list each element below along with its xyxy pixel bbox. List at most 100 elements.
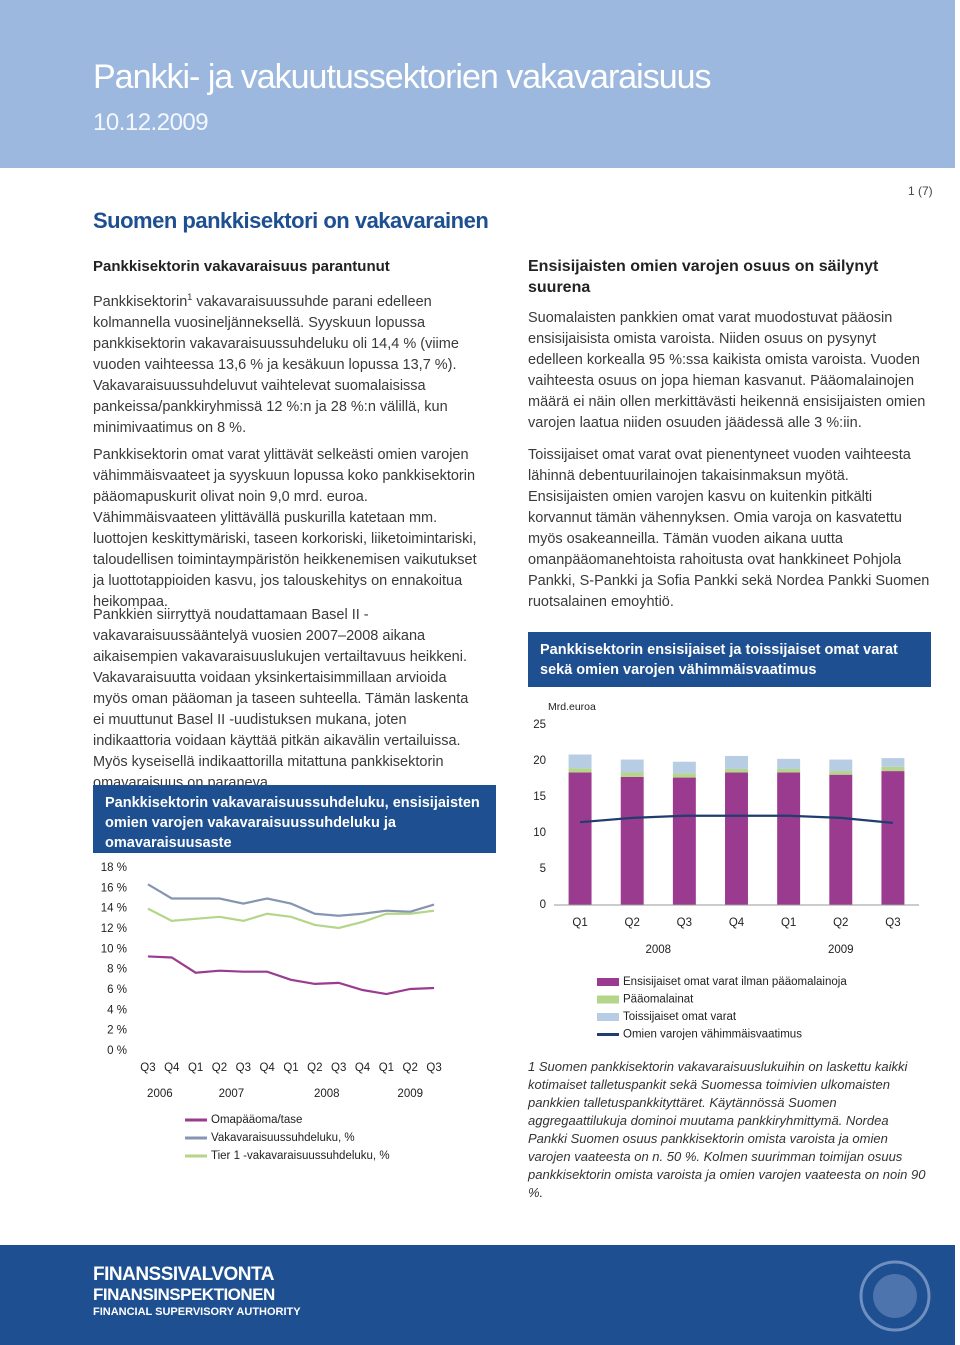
footer-logo-text: FINANCIAL SUPERVISORY AUTHORITY <box>93 1306 301 1318</box>
line-series <box>147 907 435 930</box>
y-tick-label: 15 <box>533 791 546 803</box>
footer-band <box>0 1245 955 1345</box>
bar-segment <box>568 754 592 769</box>
x-tick-label: Q3 <box>677 917 692 929</box>
x-tick-label: Q2 <box>833 917 848 929</box>
x-tick-label: Q1 <box>379 1062 394 1074</box>
x-tick-label: Q3 <box>140 1062 155 1074</box>
legend-label: Ensisijaiset omat varat ilman pääomalain… <box>623 976 847 988</box>
heading: Ensisijaisten omien varojen osuus on säi… <box>528 258 879 296</box>
x-tick-label: Q3 <box>885 917 900 929</box>
bar-segment <box>725 772 748 905</box>
y-tick-label: 14 % <box>101 903 127 915</box>
paragraph: Toissijaiset omat varat ovat pienentynee… <box>528 447 930 610</box>
bar-segment <box>777 768 801 773</box>
legend-label: Vakavaraisuussuhdeluku, % <box>211 1132 355 1144</box>
x-group-label: 2006 <box>147 1088 173 1100</box>
bar-segment <box>672 777 696 905</box>
legend-label: Toissijaiset omat varat <box>623 1011 737 1023</box>
legend-label: Pääomalainat <box>623 994 694 1006</box>
paragraph: Suomalaisten pankkien omat varat muodost… <box>528 310 926 431</box>
bar-segment <box>777 772 801 905</box>
legend-label: Omapääoma/tase <box>211 1114 302 1126</box>
x-tick-label: Q1 <box>188 1062 203 1074</box>
y-tick-label: 0 % <box>107 1045 127 1057</box>
paragraph: Pankkien siirryttyä noudattamaan Basel I… <box>93 607 469 791</box>
y-tick-label: 18 % <box>101 862 127 874</box>
bar-segment <box>672 773 696 778</box>
y-tick-label: 2 % <box>107 1025 127 1037</box>
x-tick-label: Q3 <box>331 1062 346 1074</box>
y-tick-label: 12 % <box>101 923 127 935</box>
y-tick-label: 25 <box>533 719 546 731</box>
x-tick-label: Q4 <box>259 1062 275 1074</box>
bar-segment <box>725 768 748 773</box>
bar-segment <box>568 768 592 773</box>
x-group-label: 2009 <box>828 944 854 956</box>
x-group-label: 2009 <box>397 1088 423 1100</box>
bar-segment <box>620 776 644 905</box>
bar-segment <box>777 758 801 769</box>
paragraph: Pankkisektorin omat varat ylittävät selk… <box>93 447 477 610</box>
legend-swatch <box>597 995 619 1004</box>
bar-segment <box>672 761 696 774</box>
legend-swatch <box>597 1013 619 1021</box>
bar-segment <box>881 758 905 767</box>
footer-logo-text: FINANSINSPEKTIONEN <box>93 1285 275 1304</box>
y-tick-label: 16 % <box>101 882 127 894</box>
bar-segment <box>881 771 905 905</box>
line-series <box>579 814 894 825</box>
heading: Pankkisektorin vakavaraisuus parantunut <box>93 258 390 275</box>
x-tick-label: Q2 <box>403 1062 418 1074</box>
y-tick-label: 10 <box>533 827 546 839</box>
bar-segment <box>881 766 905 772</box>
bar-segment <box>829 771 853 775</box>
x-group-label: 2007 <box>219 1088 245 1100</box>
x-tick-label: Q3 <box>426 1062 441 1074</box>
x-tick-label: Q4 <box>729 917 745 929</box>
y-tick-label: 4 % <box>107 1004 127 1016</box>
line-series <box>147 955 435 996</box>
header-band <box>0 0 955 168</box>
text: vakavaraisuussuhde parani edelleen kolma… <box>93 293 459 436</box>
chart-title: Pankkisektorin ensisijaiset ja toissijai… <box>528 632 931 687</box>
footer-emblem <box>859 1260 931 1332</box>
y-tick-label: 10 % <box>101 943 127 955</box>
bar-segment <box>829 759 853 772</box>
bar-segment <box>620 772 644 777</box>
x-tick-label: Q2 <box>625 917 640 929</box>
section-title: Suomen pankkisektori on vakavarainen <box>93 208 489 233</box>
x-tick-label: Q2 <box>212 1062 227 1074</box>
x-tick-label: Q1 <box>572 917 587 929</box>
footnote-ref: 1 <box>187 292 193 302</box>
y-tick-label: 5 <box>540 863 546 875</box>
y-unit-label: Mrd.euroa <box>548 701 596 713</box>
doc-date: 10.12.2009 <box>93 109 209 136</box>
x-tick-label: Q4 <box>164 1062 180 1074</box>
x-tick-label: Q2 <box>307 1062 322 1074</box>
x-tick-label: Q1 <box>781 917 796 929</box>
page-number: 1 (7) <box>908 184 933 198</box>
x-group-label: 2008 <box>645 944 671 956</box>
legend-label: Tier 1 -vakavaraisuussuhdeluku, % <box>211 1150 390 1162</box>
doc-title: Pankki- ja vakuutussektorien vakavaraisu… <box>93 58 712 96</box>
footnote-text: Suomen pankkisektorin vakavaraisuuslukui… <box>528 1059 926 1200</box>
y-tick-label: 8 % <box>107 964 127 976</box>
bar-segment <box>725 755 748 769</box>
y-tick-label: 6 % <box>107 984 127 996</box>
y-tick-label: 0 <box>540 899 546 911</box>
footnote: 1 Suomen pankkisektorin vakavaraisuusluk… <box>528 1058 928 1202</box>
x-tick-label: Q4 <box>355 1062 371 1074</box>
text: Pankkisektorin <box>93 293 188 310</box>
footer-logo-text: FINANSSIVALVONTA <box>93 1264 274 1285</box>
bar-segment <box>568 772 592 905</box>
line-series <box>147 883 435 917</box>
x-tick-label: Q3 <box>236 1062 251 1074</box>
x-group-label: 2008 <box>314 1088 340 1100</box>
legend-label: Omien varojen vähimmäisvaatimus <box>623 1029 802 1041</box>
y-tick-label: 20 <box>533 755 546 767</box>
bar-segment <box>829 774 853 905</box>
x-tick-label: Q1 <box>283 1062 298 1074</box>
